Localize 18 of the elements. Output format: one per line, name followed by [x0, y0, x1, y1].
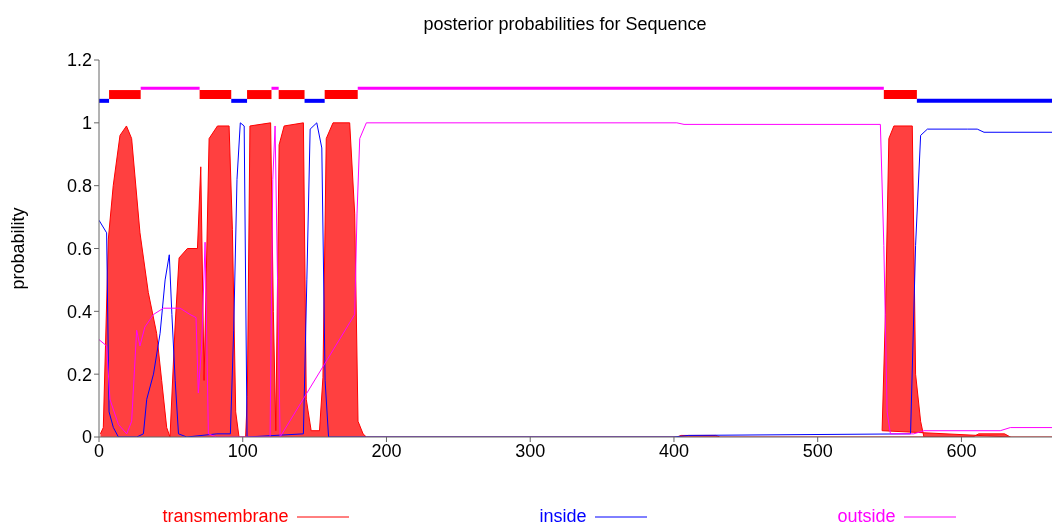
y-tick-label: 0.4	[66, 301, 92, 322]
x-tick-label: 500	[802, 440, 833, 461]
x-tick-label: 100	[227, 440, 258, 461]
x-tick-label: 300	[515, 440, 546, 461]
x-tick-label: 600	[946, 440, 977, 461]
legend-label: outside	[837, 506, 897, 527]
legend-label: transmembrane	[162, 506, 290, 527]
y-tick-label: 1.2	[66, 50, 92, 71]
y-tick-label: 0.6	[66, 238, 92, 259]
y-tick-label: 0.8	[66, 176, 92, 197]
legend-label: inside	[539, 506, 588, 527]
x-tick-label: 400	[658, 440, 689, 461]
y-tick-label: 0.2	[66, 364, 92, 385]
y-tick-label: 1	[81, 113, 92, 134]
y-tick-label: 0	[81, 427, 92, 448]
y-axis-title: probability	[8, 207, 29, 290]
x-tick-label: 200	[371, 440, 402, 461]
chart-title: posterior probabilities for Sequence	[422, 13, 708, 36]
